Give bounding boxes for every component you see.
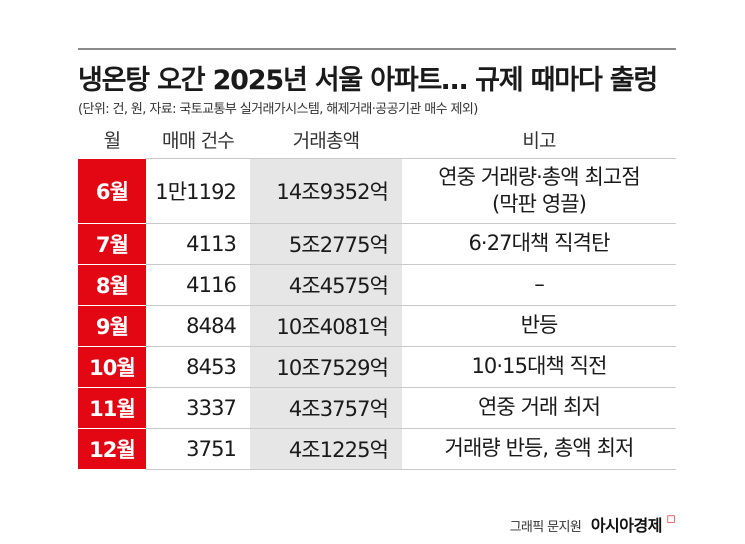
top-rule [78, 48, 676, 50]
month-cell: 9월 [78, 305, 146, 347]
month-cell: 10월 [78, 346, 146, 388]
count-cell: 3751 [146, 428, 250, 470]
amount-cell: 4조1225억 [250, 428, 402, 470]
chart-subtitle: (단위: 건, 원, 자료: 국토교통부 실거래가시스템, 해제거래·공공기관 … [78, 102, 478, 117]
count-cell: 4116 [146, 264, 250, 306]
count-cell: 8484 [146, 305, 250, 347]
data-table: 월 매매 건수 거래총액 비고 6월 1만1192 14조9352억 연중 거래… [78, 120, 676, 470]
month-cell: 7월 [78, 223, 146, 265]
table-row: 8월 4116 4조4575억 – [78, 264, 676, 306]
header-note: 비고 [522, 129, 556, 152]
amount-cell: 4조3757억 [250, 387, 402, 429]
publisher-logo: 아시아경제 [590, 516, 663, 535]
table-row: 7월 4113 5조2775억 6·27대책 직격탄 [78, 223, 676, 265]
month-cell: 8월 [78, 264, 146, 306]
note-cell: 반등 [402, 305, 676, 347]
header-amount: 거래총액 [292, 129, 361, 152]
amount-cell: 10조7529억 [250, 346, 402, 388]
count-cell: 8453 [146, 346, 250, 388]
credit-line: 그래픽 문지원 아시아경제 ◻ [509, 512, 676, 536]
note-cell: – [402, 264, 676, 306]
logo-mark-icon: ◻ [666, 512, 675, 525]
note-line-2: (막판 영끌) [491, 192, 587, 216]
amount-cell: 5조2775억 [250, 223, 402, 265]
header-row: 월 매매 건수 거래총액 비고 [78, 120, 676, 159]
amount-cell: 4조4575억 [250, 264, 402, 306]
header-count: 매매 건수 [162, 129, 235, 152]
note-cell: 연중 거래량·총액 최고점 (막판 영끌) [402, 158, 676, 224]
amount-cell: 14조9352억 [250, 158, 402, 224]
month-cell: 6월 [78, 158, 146, 224]
chart-title: 냉온탕 오간 2025년 서울 아파트… 규제 때마다 출렁 [78, 65, 658, 96]
table-row: 6월 1만1192 14조9352억 연중 거래량·총액 최고점 (막판 영끌) [78, 158, 676, 224]
table-row: 9월 8484 10조4081억 반등 [78, 305, 676, 347]
count-cell: 1만1192 [146, 158, 250, 224]
note-line-1: 연중 거래량·총액 최고점 [438, 164, 640, 189]
table-row: 10월 8453 10조7529억 10·15대책 직전 [78, 346, 676, 388]
month-cell: 11월 [78, 387, 146, 429]
note-cell: 거래량 반등, 총액 최저 [402, 428, 676, 470]
table-row: 11월 3337 4조3757억 연중 거래 최저 [78, 387, 676, 429]
header-month: 월 [103, 129, 121, 152]
count-cell: 4113 [146, 223, 250, 265]
amount-cell: 10조4081억 [250, 305, 402, 347]
note-cell: 연중 거래 최저 [402, 387, 676, 429]
note-cell: 6·27대책 직격탄 [402, 223, 676, 265]
note-cell: 10·15대책 직전 [402, 346, 676, 388]
month-cell: 12월 [78, 428, 146, 470]
table-row: 12월 3751 4조1225억 거래량 반등, 총액 최저 [78, 428, 676, 470]
graphic-byline: 그래픽 문지원 [509, 520, 582, 535]
count-cell: 3337 [146, 387, 250, 429]
